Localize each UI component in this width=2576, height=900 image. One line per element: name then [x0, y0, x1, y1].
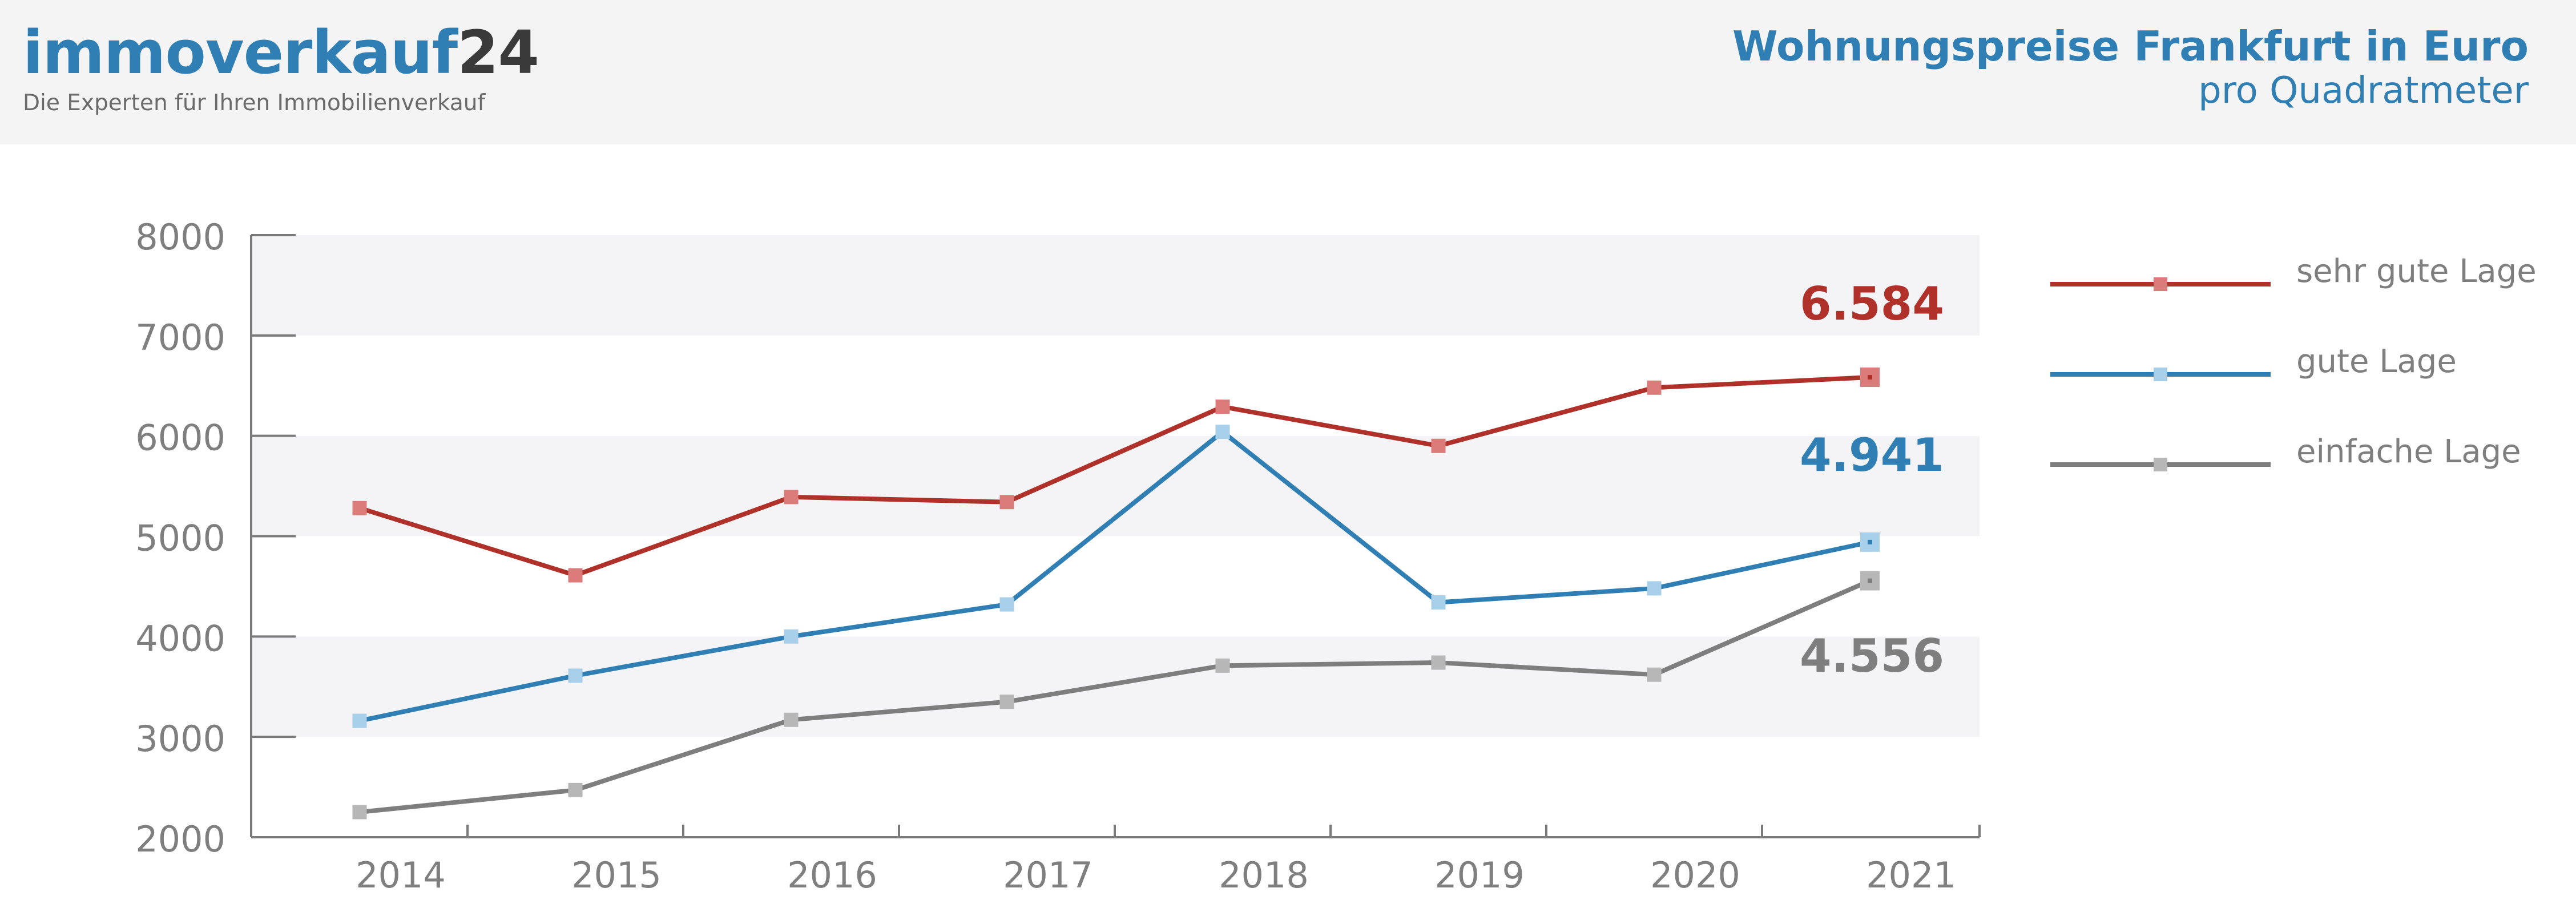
chart-title-block: Wohnungspreise Frankfurt in Euro pro Qua… [1732, 23, 2529, 112]
end-value-labels: 6.584 4.941 4.556 [1800, 277, 1944, 683]
logo-wordmark: immoverkauf24 [23, 23, 539, 82]
y-tick-label: 8000 [135, 216, 225, 258]
y-tick-label: 6000 [135, 417, 225, 459]
data-point [1647, 581, 1662, 596]
data-point [1215, 425, 1230, 439]
chart-subtitle: pro Quadratmeter [2198, 69, 2529, 112]
y-tick-label: 5000 [135, 518, 225, 559]
data-point-center [1868, 578, 1872, 583]
end-value-label: 6.584 [1800, 277, 1944, 330]
data-point [784, 629, 799, 644]
data-point [1431, 438, 1446, 453]
x-tick-label: 2019 [1434, 854, 1525, 896]
legend-marker [2154, 368, 2167, 381]
x-tick-label: 2014 [356, 854, 446, 896]
series-line [357, 578, 1872, 815]
data-point [1647, 667, 1662, 682]
data-point [1215, 399, 1230, 414]
data-point [1215, 658, 1230, 673]
logo[interactable]: immoverkauf24 Die Experten für Ihren Imm… [23, 23, 539, 116]
legend-label: einfache Lage [2296, 433, 2521, 470]
logo-number: 24 [457, 18, 539, 87]
series-line [357, 374, 1872, 578]
data-point [568, 782, 583, 797]
data-point [352, 805, 367, 820]
logo-name: immoverkauf [23, 18, 458, 87]
data-point [568, 668, 583, 683]
chart-title: Wohnungspreise Frankfurt in Euro [1732, 22, 2529, 70]
legend-label: sehr gute Lage [2296, 253, 2537, 290]
data-point [352, 501, 367, 515]
x-tick-label: 2020 [1650, 854, 1740, 896]
data-point-center [1868, 374, 1872, 380]
header-bar: immoverkauf24 Die Experten für Ihren Imm… [0, 0, 2576, 144]
legend: sehr gute Lage gute Lage einfache Lage [2050, 253, 2537, 471]
grid-band [251, 435, 1980, 536]
end-value-label: 4.941 [1800, 429, 1944, 482]
data-point [999, 695, 1014, 709]
x-tick-label: 2016 [787, 854, 877, 896]
x-tick-label: 2018 [1219, 854, 1309, 896]
end-value-label: 4.556 [1800, 629, 1944, 683]
legend-marker [2154, 458, 2167, 471]
legend-label: gute Lage [2296, 343, 2457, 380]
data-point [352, 713, 367, 728]
data-point [999, 495, 1014, 510]
series-lines [352, 367, 1880, 820]
y-tick-label: 3000 [135, 718, 225, 760]
axes: 2000 3000 4000 5000 6000 7000 8000 2014 2015 2016… [135, 216, 1981, 896]
x-tick-label: 2017 [1003, 854, 1093, 896]
data-point-center [1868, 539, 1872, 544]
data-point [784, 712, 799, 727]
data-point [999, 597, 1014, 612]
data-point [1647, 380, 1662, 395]
y-tick-label: 4000 [135, 618, 225, 659]
logo-tagline: Die Experten für Ihren Immobilienverkauf [23, 90, 486, 116]
y-tick-label: 7000 [135, 317, 225, 358]
series-line [357, 429, 1872, 724]
x-tick-label: 2015 [571, 854, 662, 896]
data-point [784, 490, 799, 505]
data-point [1431, 595, 1446, 610]
data-point [568, 568, 583, 583]
background-bands [251, 235, 1980, 737]
x-tick-label: 2021 [1866, 854, 1956, 896]
data-point [1431, 655, 1446, 670]
grid-band [251, 235, 1980, 336]
legend-marker [2154, 277, 2167, 291]
y-tick-label: 2000 [135, 818, 225, 860]
grid-band [251, 636, 1980, 737]
